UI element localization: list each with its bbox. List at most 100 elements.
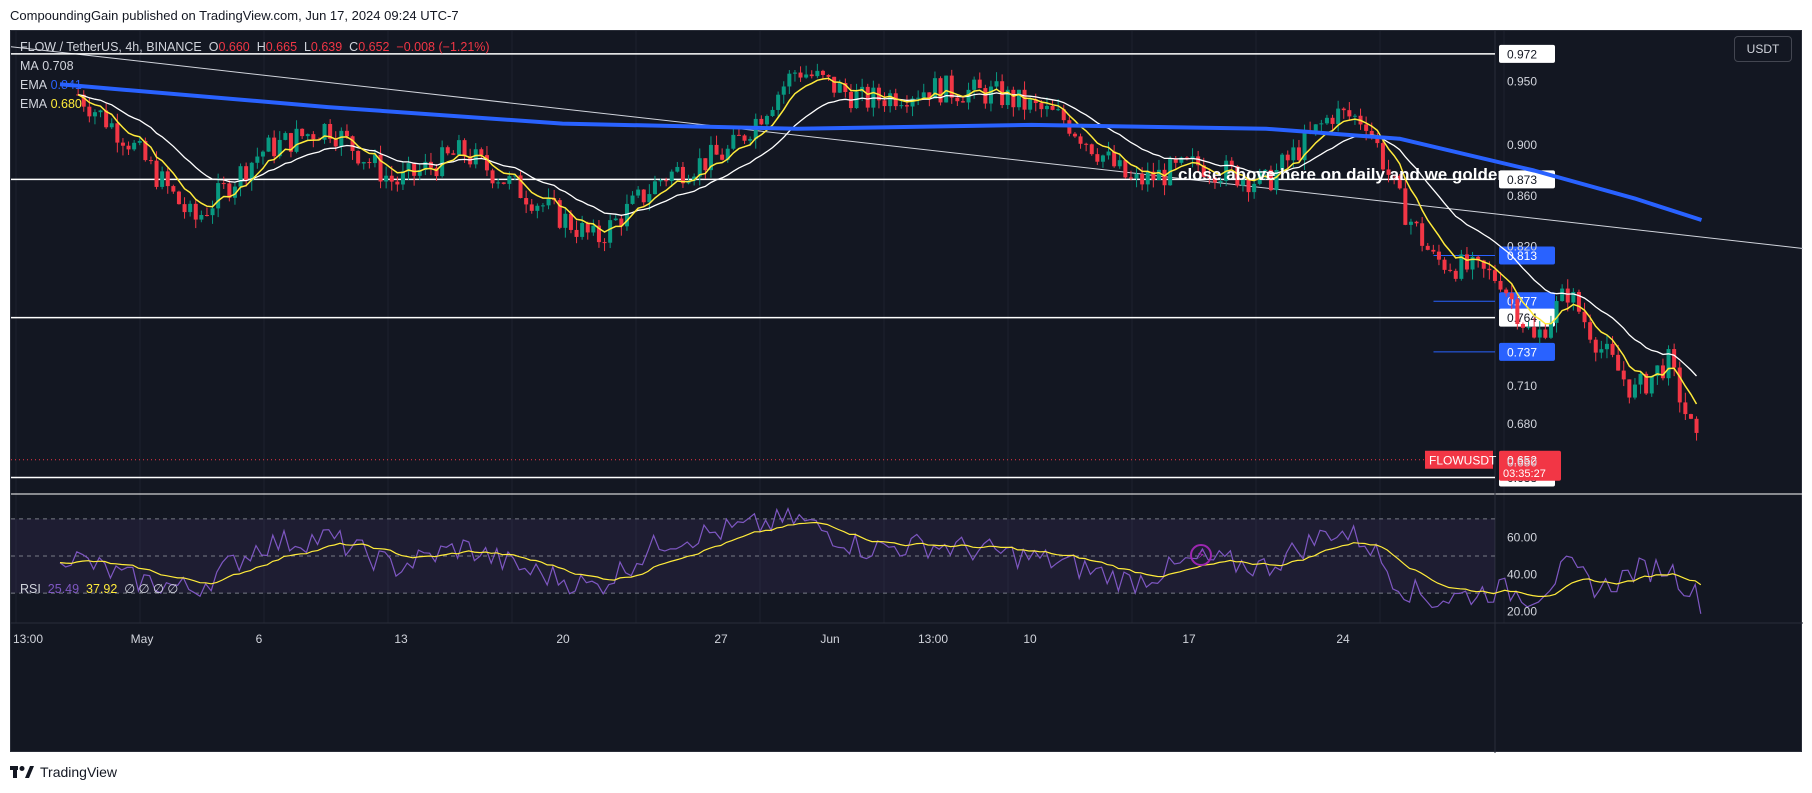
candle [938,76,943,106]
candle [1448,263,1453,273]
candle [1028,97,1033,114]
candle-body [1537,329,1542,338]
candle-body [1039,103,1044,110]
candle [339,127,344,156]
candle [636,186,641,199]
candle [596,220,601,248]
axis-layer: 0.950 0.900 0.860 0.820 0.710 0.680 0.650 60.00… [13,75,1537,646]
candle [479,147,484,159]
time-tick-label: 27 [714,632,728,646]
time-tick-label: 10 [1023,632,1037,646]
candle [1235,164,1240,188]
candle [445,145,450,156]
candle-body [994,81,999,87]
price-tick-label: 0.950 [1507,75,1537,89]
candle [882,92,887,112]
candle-body [888,93,893,107]
candle-body [1106,151,1111,156]
candle-body [1330,117,1335,124]
candle-body [1313,124,1318,133]
candle-body [193,203,198,220]
candle-body [675,166,680,172]
candle-body [1459,254,1464,279]
candle-body [1543,329,1548,338]
candle-body [199,214,204,220]
lightning-alert-icon[interactable]: ⚡ [1190,544,1212,566]
candle-body [507,176,512,184]
rsi-ma-line [59,521,1702,597]
level-tag [1499,170,1555,189]
candle-body [182,204,187,213]
candle [843,78,848,98]
candle-body [1386,169,1391,175]
candle [552,189,557,205]
candle [826,74,831,81]
candle [395,176,400,192]
chart-annotation[interactable]: close above here on daily and we golden [1178,165,1508,184]
candle-body [1571,291,1576,303]
candle-body [1431,249,1436,252]
candle-body [1117,160,1122,167]
ema-fast-legend[interactable]: EMA 0.680 [20,97,82,111]
candle [1453,268,1458,282]
candle-body [188,203,193,213]
candle-body [1235,166,1240,186]
candle-body [1683,402,1688,415]
candle [283,131,288,141]
candle-body [1414,221,1419,224]
candle [1420,217,1425,252]
rsi-extra-values: ∅ ∅ ∅ ∅ [124,582,179,596]
ema-slow-legend[interactable]: EMA 0.841 [20,78,82,92]
candle-body [703,158,708,171]
candle [260,150,265,165]
level-tag [1499,246,1555,265]
candle [227,180,232,202]
time-tick-label: 17 [1182,632,1196,646]
candle [832,76,837,98]
series-layer [59,63,1703,441]
candle [1616,344,1621,371]
candle [787,70,792,94]
ma-legend[interactable]: MA 0.708 [20,59,74,73]
chart-frame[interactable]: 0.9720.8730.8130.7770.7640.7370.638FLOWU… [10,30,1803,753]
candle-body [944,75,949,103]
candle [602,238,607,252]
candle-body [574,229,579,237]
ma-line [77,92,1697,377]
candle [888,89,893,113]
rsi-legend[interactable]: RSI 25.49 37.92 ∅ ∅ ∅ ∅ [20,582,179,596]
rsi-value: 25.49 [47,582,80,596]
level-tag [1499,342,1555,361]
candle [1548,315,1553,339]
candle [1280,152,1285,172]
candle [781,81,786,104]
candle-body [1162,169,1167,186]
chart-canvas[interactable]: 0.9720.8730.8130.7770.7640.7370.638FLOWU… [11,31,1803,753]
candle [81,90,86,112]
level-tag-label: 0.764 [1507,311,1537,325]
candle [204,207,209,217]
candle [132,139,137,152]
ohlc-legend[interactable]: FLOW / TetherUS, 4h, BINANCE O0.660 H0.6… [20,40,490,54]
candle [1145,162,1150,192]
candle-body [1022,89,1027,110]
candle-body [960,101,965,103]
candle-body [1112,151,1117,167]
candle-body [1380,143,1385,170]
candle-body [81,94,86,107]
candle-body [1436,251,1441,260]
candle [322,123,327,144]
candle-body [820,70,825,75]
candle-body [585,223,590,233]
candle-body [1078,136,1083,144]
candle [384,166,389,189]
tradingview-logo-icon [10,766,34,778]
candle [921,83,926,99]
candle-body [266,137,271,152]
candle-body [1632,384,1637,398]
price-tick-label: 0.710 [1507,379,1537,393]
candle [1526,321,1531,330]
candle-body [910,98,915,107]
candle-body [456,140,461,155]
currency-button[interactable]: USDT [1734,36,1792,62]
